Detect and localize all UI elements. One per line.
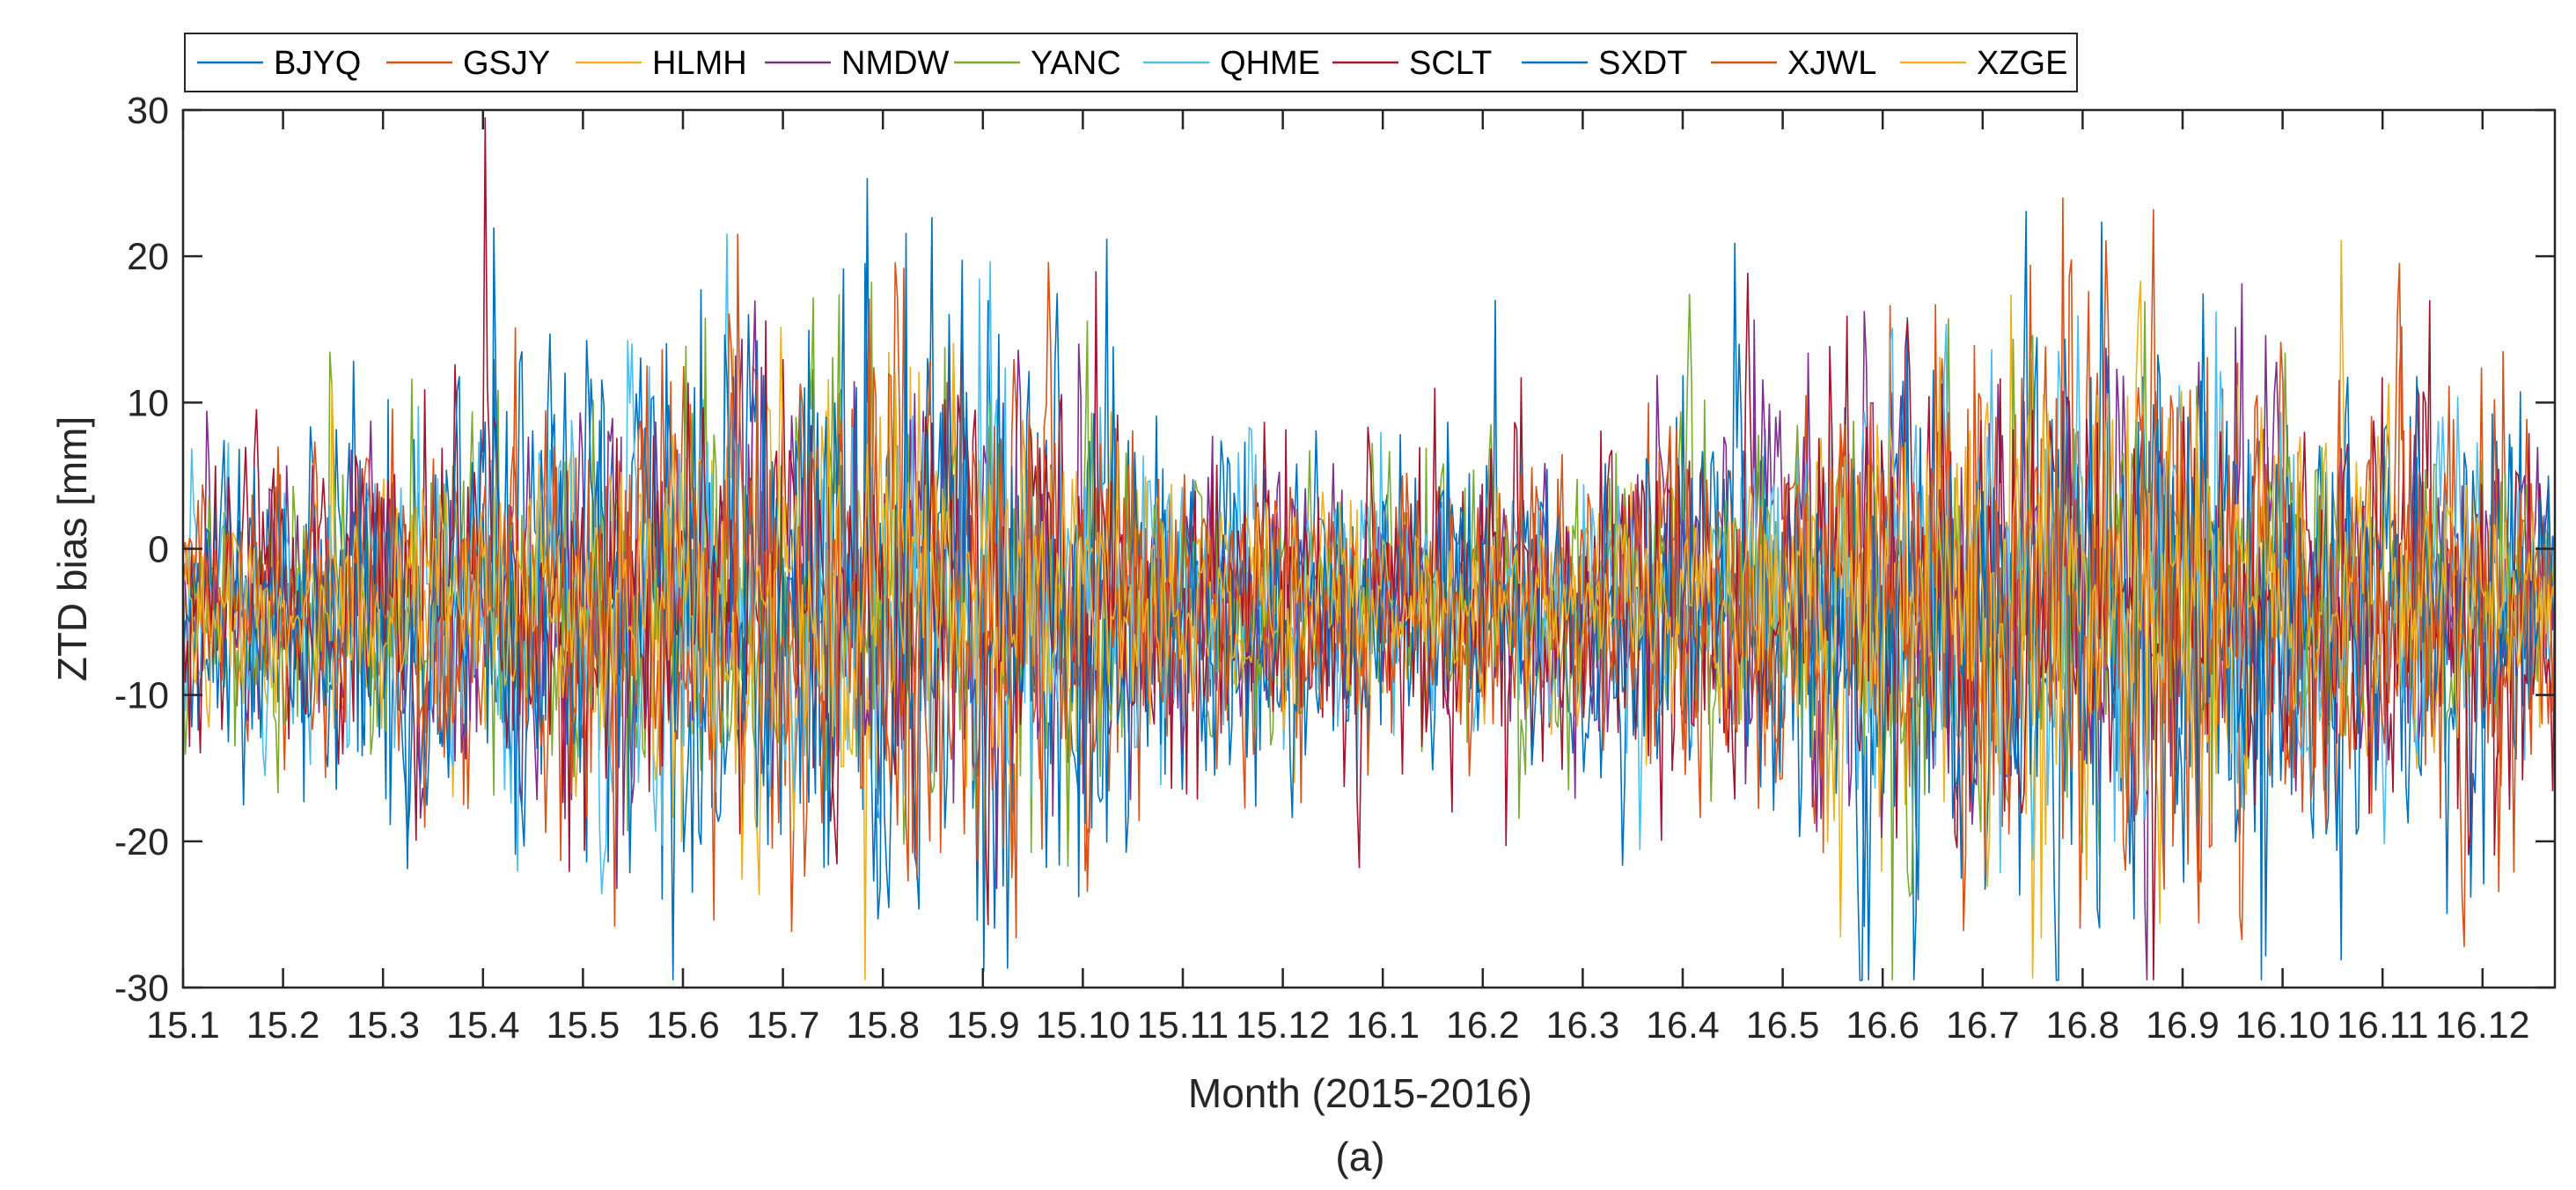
legend-label-sclt: SCLT bbox=[1409, 45, 1492, 82]
x-tick-label: 15.3 bbox=[346, 1004, 420, 1047]
x-axis-label: Month (2015-2016) bbox=[1188, 1070, 1532, 1116]
x-tick-label: 16.6 bbox=[1846, 1004, 1919, 1047]
y-tick-label: 10 bbox=[127, 382, 169, 424]
y-tick-label: 0 bbox=[148, 529, 169, 571]
x-tick-label: 15.8 bbox=[846, 1004, 920, 1047]
y-tick-label: -10 bbox=[114, 675, 169, 717]
x-tick-label: 16.5 bbox=[1746, 1004, 1820, 1047]
x-tick-label: 15.10 bbox=[1036, 1004, 1131, 1047]
x-tick-label: 16.9 bbox=[2146, 1004, 2220, 1047]
legend: BJYQ GSJY HLMH NMDW YANC QHME SCLT SXDT XJWL XZGE bbox=[184, 33, 2078, 92]
x-tick-label: 16.1 bbox=[1346, 1004, 1420, 1047]
series-line-sxdt bbox=[182, 178, 2556, 981]
y-axis: 30 20 10 0 -10 -20 -30 bbox=[114, 90, 2555, 1010]
x-tick-label: 15.9 bbox=[946, 1004, 1020, 1047]
legend-label-xzge: XZGE bbox=[1977, 45, 2067, 82]
legend-label-hlmh: HLMH bbox=[652, 45, 747, 82]
figure-caption: (a) bbox=[1335, 1134, 1384, 1179]
legend-label-xjwl: XJWL bbox=[1787, 45, 1876, 82]
x-tick-label: 16.11 bbox=[2337, 1004, 2428, 1047]
legend-label-qhme: QHME bbox=[1220, 45, 1320, 82]
x-tick-label: 15.12 bbox=[1236, 1004, 1331, 1047]
legend-label-yanc: YANC bbox=[1031, 45, 1121, 82]
plot-series-group bbox=[182, 117, 2556, 981]
y-tick-label: -20 bbox=[114, 821, 169, 863]
x-tick-label: 15.11 bbox=[1137, 1004, 1229, 1047]
x-tick-label: 15.2 bbox=[246, 1004, 320, 1047]
y-tick-label: -30 bbox=[114, 967, 169, 1010]
series-line-xzge bbox=[182, 327, 2556, 887]
x-tick-label: 16.4 bbox=[1646, 1004, 1720, 1047]
x-tick-label: 16.3 bbox=[1546, 1004, 1620, 1047]
y-axis-label: ZTD bias [mm] bbox=[49, 416, 95, 682]
legend-label-sxdt: SXDT bbox=[1598, 45, 1687, 82]
legend-label-nmdw: NMDW bbox=[841, 45, 950, 82]
legend-label-gsjy: GSJY bbox=[463, 45, 550, 82]
x-tick-label: 16.2 bbox=[1446, 1004, 1520, 1047]
x-tick-label: 15.7 bbox=[746, 1004, 820, 1047]
x-tick-label: 15.4 bbox=[446, 1004, 520, 1047]
y-tick-label: 20 bbox=[127, 236, 169, 278]
x-tick-label: 16.8 bbox=[2046, 1004, 2120, 1047]
x-tick-label: 15.5 bbox=[547, 1004, 620, 1047]
x-tick-label: 15.6 bbox=[646, 1004, 720, 1047]
x-tick-label: 16.7 bbox=[1946, 1004, 2020, 1047]
x-axis: 15.1 15.2 15.3 15.4 15.5 15.6 15.7 15.8 15.9 15.1… bbox=[146, 110, 2530, 1047]
x-tick-label: 16.10 bbox=[2235, 1004, 2330, 1047]
y-tick-label: 30 bbox=[127, 90, 169, 132]
legend-label-bjyq: BJYQ bbox=[274, 45, 361, 82]
x-tick-label: 16.12 bbox=[2435, 1004, 2530, 1047]
x-tick-label: 15.1 bbox=[146, 1004, 220, 1047]
